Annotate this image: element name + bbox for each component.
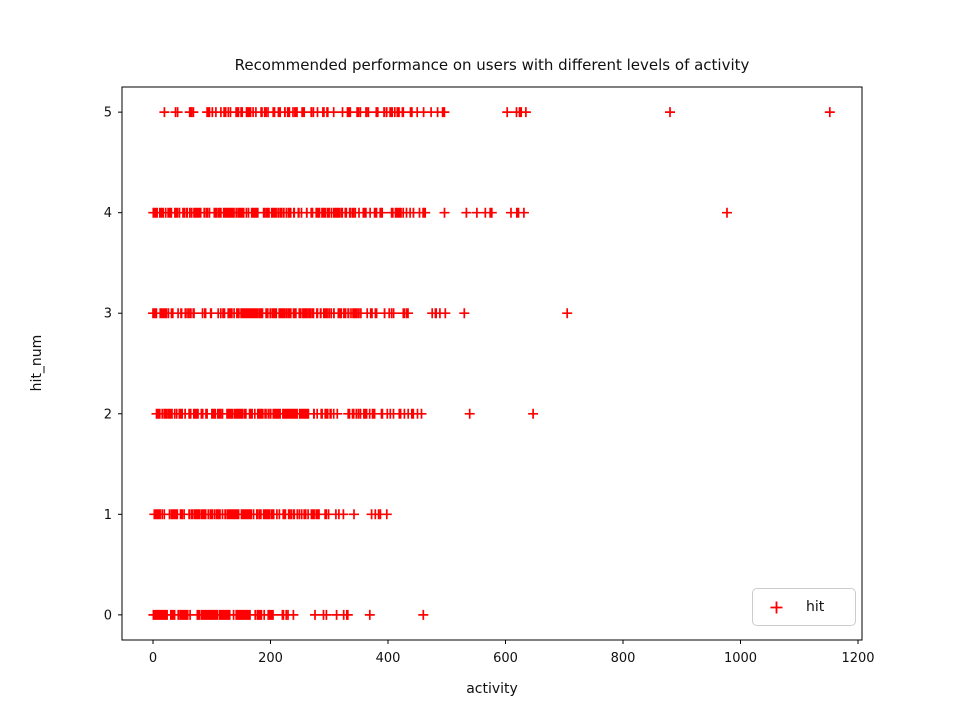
- x-tick-label: 1000: [724, 651, 757, 666]
- x-axis-label: activity: [466, 681, 518, 697]
- y-tick-label: 5: [104, 106, 112, 121]
- scatter-row-hitnum-3: [148, 308, 573, 319]
- y-tick-label: 4: [104, 206, 112, 221]
- y-tick-label: 1: [104, 508, 112, 523]
- x-tick-label: 800: [611, 651, 636, 666]
- legend: hit: [752, 588, 856, 626]
- y-tick-label: 2: [104, 407, 112, 422]
- scatter-row-hitnum-4: [148, 207, 732, 218]
- legend-label: hit: [806, 599, 825, 615]
- x-tick-label: 600: [493, 651, 518, 666]
- axes-frame: [121, 86, 863, 641]
- scatter-row-hitnum-1: [149, 509, 392, 520]
- plot-title: Recommended performance on users with di…: [234, 56, 750, 74]
- plus-marker-icon: [769, 600, 784, 615]
- scatter-row-hitnum-2: [151, 408, 539, 419]
- y-axis-label: hit_num: [29, 334, 45, 392]
- y-tick-label: 0: [104, 608, 112, 623]
- x-tick-label: 0: [149, 651, 157, 666]
- x-tick-label: 400: [376, 651, 401, 666]
- x-tick-label: 1200: [841, 651, 874, 666]
- y-tick-label: 3: [104, 307, 112, 322]
- scatter-row-hitnum-0: [148, 609, 429, 620]
- x-tick-label: 200: [258, 651, 283, 666]
- scatter-row-hitnum-5: [159, 107, 835, 118]
